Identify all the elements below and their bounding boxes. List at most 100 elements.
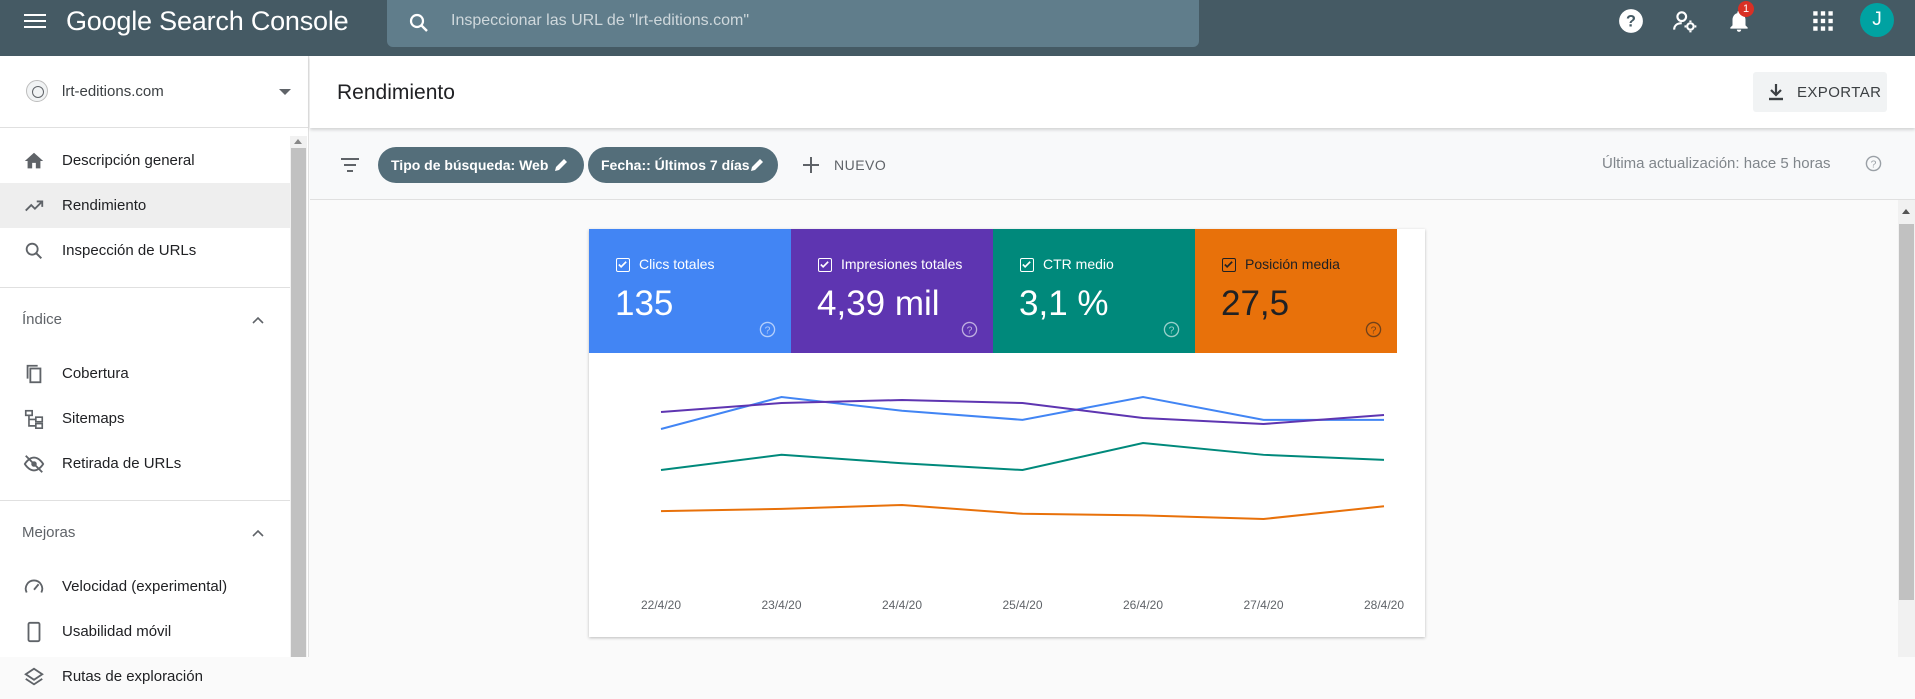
- dropdown-arrow-icon: [279, 89, 291, 95]
- sidebar-item-mobile-usability[interactable]: Usabilidad móvil: [0, 609, 290, 654]
- main-scrollbar[interactable]: [1898, 200, 1915, 657]
- help-outline-icon[interactable]: ?: [1163, 321, 1180, 338]
- menu-icon[interactable]: [24, 10, 46, 32]
- filter-list-icon[interactable]: [339, 154, 361, 176]
- svg-text:?: ?: [1169, 325, 1175, 336]
- page-header: Rendimiento EXPORTAR: [310, 56, 1915, 128]
- sidebar-nav: Descripción general Rendimiento Inspecci…: [0, 128, 290, 699]
- metric-label: Impresiones totales: [841, 256, 963, 272]
- apps-grid-icon[interactable]: [1810, 8, 1836, 34]
- sidebar-item-label: Descripción general: [62, 152, 195, 169]
- svg-text:?: ?: [967, 325, 973, 336]
- x-tick-label: 26/4/20: [1123, 598, 1163, 612]
- scrollbar-thumb[interactable]: [1899, 224, 1914, 600]
- search-input[interactable]: [451, 8, 1151, 34]
- app-logo[interactable]: Google Search Console: [66, 6, 349, 36]
- sidebar-item-label: Usabilidad móvil: [62, 623, 172, 640]
- sidebar-item-label: Velocidad (experimental): [62, 578, 228, 595]
- chevron-up-icon[interactable]: [250, 525, 266, 541]
- help-icon[interactable]: ?: [1618, 8, 1644, 34]
- performance-card: Clics totales 135 ? Impresiones totales …: [589, 229, 1425, 637]
- filter-chip-search-type[interactable]: Tipo de búsqueda: Web: [378, 147, 584, 183]
- sitemap-icon: [24, 409, 44, 429]
- edit-icon[interactable]: [749, 157, 765, 173]
- checkbox-checked-icon[interactable]: [818, 258, 832, 272]
- search-icon: [409, 13, 428, 32]
- sidebar-item-breadcrumbs[interactable]: Rutas de exploración: [0, 654, 290, 699]
- edit-icon[interactable]: [553, 157, 569, 173]
- sidebar-section-index[interactable]: Índice: [0, 287, 290, 351]
- search-icon: [25, 242, 43, 260]
- content-area: Clics totales 135 ? Impresiones totales …: [310, 200, 1898, 657]
- home-icon: [24, 152, 44, 169]
- sidebar-item-coverage[interactable]: Cobertura: [0, 351, 290, 396]
- checkbox-checked-icon[interactable]: [1222, 258, 1236, 272]
- checkbox-checked-icon[interactable]: [616, 258, 630, 272]
- metric-value: 27,5: [1221, 284, 1290, 323]
- copy-icon: [26, 364, 42, 384]
- download-icon: [1769, 84, 1783, 101]
- sidebar-item-label: Inspección de URLs: [62, 242, 197, 259]
- account-avatar[interactable]: J: [1860, 3, 1894, 37]
- sidebar-scrollbar[interactable]: [290, 136, 307, 657]
- help-outline-icon[interactable]: ?: [961, 321, 978, 338]
- metric-average-position[interactable]: Posición media 27,5 ?: [1195, 229, 1397, 353]
- sidebar-item-performance[interactable]: Rendimiento: [0, 183, 290, 228]
- chip-label: Tipo de búsqueda: Web: [391, 157, 549, 173]
- export-label: EXPORTAR: [1797, 84, 1882, 101]
- metric-total-impressions[interactable]: Impresiones totales 4,39 mil ?: [791, 229, 993, 353]
- metric-average-ctr[interactable]: CTR medio 3,1 % ?: [993, 229, 1195, 353]
- url-inspection-search[interactable]: [387, 0, 1199, 47]
- sidebar-item-speed[interactable]: Velocidad (experimental): [0, 564, 290, 609]
- sidebar-item-sitemaps[interactable]: Sitemaps: [0, 396, 290, 441]
- sidebar-section-enhancements[interactable]: Mejoras: [0, 500, 290, 564]
- sidebar-item-label: Retirada de URLs: [62, 455, 182, 472]
- series-line-1: [660, 398, 1385, 426]
- sidebar-item-overview[interactable]: Descripción general: [0, 138, 290, 183]
- checkbox-checked-icon[interactable]: [1020, 258, 1034, 272]
- x-tick-label: 24/4/20: [882, 598, 922, 612]
- top-app-bar: Google Search Console ? 1 J: [0, 0, 1915, 56]
- metric-label: Clics totales: [639, 256, 715, 272]
- metric-value: 135: [615, 284, 674, 323]
- svg-text:?: ?: [1626, 12, 1636, 30]
- property-selector[interactable]: lrt-editions.com: [0, 56, 309, 128]
- x-tick-label: 28/4/20: [1364, 598, 1404, 612]
- help-outline-icon[interactable]: ?: [1865, 155, 1882, 172]
- metric-total-clicks[interactable]: Clics totales 135 ?: [589, 229, 791, 353]
- sidebar-item-label: Sitemaps: [62, 410, 125, 427]
- scrollbar-thumb[interactable]: [291, 148, 306, 657]
- trending-up-icon: [25, 200, 44, 212]
- filter-bar: Tipo de búsqueda: Web Fecha:: Últimos 7 …: [310, 128, 1915, 200]
- export-button[interactable]: EXPORTAR: [1753, 72, 1887, 112]
- chip-label: Fecha:: Últimos 7 días: [601, 157, 750, 173]
- sidebar-item-label: Cobertura: [62, 365, 129, 382]
- help-outline-icon[interactable]: ?: [759, 321, 776, 338]
- metric-label: CTR medio: [1043, 256, 1114, 272]
- help-outline-icon[interactable]: ?: [1365, 321, 1382, 338]
- series-line-3: [660, 503, 1385, 521]
- manage-accounts-icon[interactable]: [1672, 8, 1698, 34]
- x-tick-label: 22/4/20: [641, 598, 681, 612]
- scroll-up-arrow-icon[interactable]: [294, 139, 302, 144]
- globe-icon: [26, 80, 48, 102]
- series-line-2: [660, 441, 1385, 472]
- chevron-up-icon[interactable]: [250, 312, 266, 328]
- sidebar-item-url-inspection[interactable]: Inspección de URLs: [0, 228, 290, 273]
- notification-badge: 1: [1738, 1, 1754, 17]
- property-name: lrt-editions.com: [62, 83, 164, 100]
- x-tick-label: 27/4/20: [1243, 598, 1283, 612]
- sidebar-item-removals[interactable]: Retirada de URLs: [0, 441, 290, 486]
- x-tick-label: 23/4/20: [761, 598, 801, 612]
- metric-label: Posición media: [1245, 256, 1340, 272]
- page-title: Rendimiento: [337, 81, 455, 104]
- filter-chip-date[interactable]: Fecha:: Últimos 7 días: [588, 147, 778, 183]
- metric-value: 4,39 mil: [817, 284, 940, 323]
- section-label: Mejoras: [22, 524, 76, 541]
- visibility-off-icon: [23, 455, 45, 473]
- last-update-text: Última actualización: hace 5 horas: [1602, 155, 1831, 172]
- add-filter-label: NUEVO: [834, 157, 887, 173]
- svg-text:?: ?: [1371, 325, 1377, 336]
- svg-text:?: ?: [1871, 159, 1877, 170]
- scroll-up-arrow-icon[interactable]: [1902, 209, 1910, 214]
